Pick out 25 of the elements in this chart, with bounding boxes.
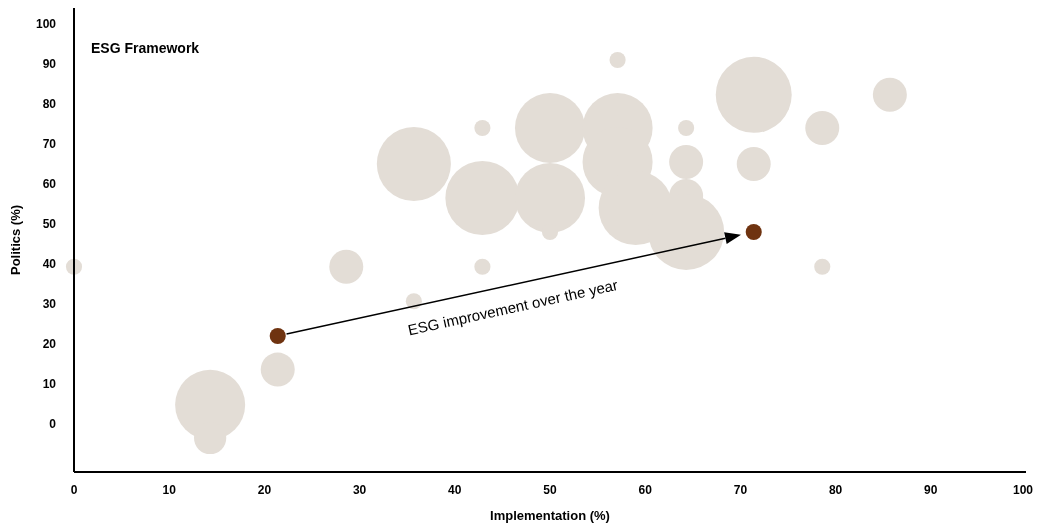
y-tick-label: 90 — [42, 57, 57, 72]
y-tick-label: 100 — [35, 17, 57, 32]
y-axis-title: Politics (%) — [8, 204, 23, 276]
y-tick-label: 30 — [42, 297, 57, 312]
x-tick-label: 30 — [352, 483, 367, 497]
y-tick-label: 40 — [42, 257, 57, 272]
x-tick-label: 90 — [924, 483, 938, 497]
x-tick-label: 20 — [257, 483, 272, 497]
x-tick-label: 100 — [1012, 483, 1034, 497]
x-tick-label: 60 — [638, 483, 653, 497]
x-tick-label: 0 — [70, 483, 78, 497]
x-axis-title: Implementation (%) — [490, 508, 610, 523]
x-tick-label: 40 — [448, 483, 462, 497]
x-tick-label: 50 — [543, 483, 557, 497]
y-tick-label: 50 — [42, 217, 57, 232]
y-tick-label: 0 — [49, 417, 57, 432]
y-tick-label: 70 — [42, 137, 57, 152]
y-tick-label: 60 — [42, 177, 57, 192]
y-tick-label: 80 — [42, 97, 57, 112]
text: ESG Framework — [91, 40, 200, 56]
x-tick-label: 70 — [733, 483, 748, 497]
y-tick-label: 10 — [42, 377, 57, 392]
y-tick-label: 20 — [42, 337, 57, 352]
x-tick-label: 80 — [828, 483, 843, 497]
x-tick-label: 10 — [162, 483, 177, 497]
